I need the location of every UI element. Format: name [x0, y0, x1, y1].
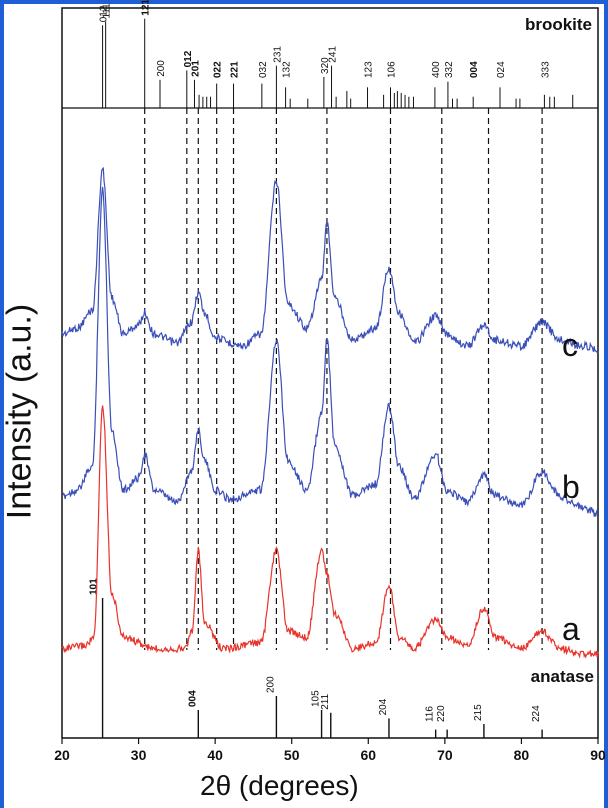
- brookite-hkl-label: 012: [99, 5, 110, 22]
- anatase-hkl-label: 215: [473, 704, 484, 721]
- anatase-hkl-label: 204: [378, 698, 389, 715]
- anatase-hkl-label: 200: [265, 676, 276, 693]
- brookite-label: brookite: [525, 15, 592, 34]
- y-axis-title: Intensity (a.u.): [0, 303, 39, 520]
- anatase-hkl-label: 105: [311, 690, 322, 707]
- x-tick-label: 60: [360, 747, 376, 763]
- brookite-hkl-label: 200: [156, 60, 167, 77]
- curve-label-a: a: [562, 611, 580, 647]
- x-tick-label: 40: [207, 747, 223, 763]
- x-tick-label: 20: [54, 747, 70, 763]
- brookite-hkl-label: 332: [444, 61, 455, 78]
- anatase-hkl-label: 101: [89, 578, 100, 595]
- brookite-hkl-label: 012: [183, 50, 194, 67]
- brookite-hkl-label: 132: [282, 61, 293, 78]
- brookite-hkl-label: 221: [230, 61, 241, 78]
- anatase-hkl-label: 004: [187, 690, 198, 707]
- brookite-hkl-label: 241: [328, 46, 339, 63]
- brookite-hkl-label: 106: [386, 61, 397, 78]
- anatase-hkl-label: 211: [320, 693, 331, 709]
- brookite-hkl-label: 004: [469, 61, 480, 78]
- x-axis-title: 2θ (degrees): [200, 770, 359, 801]
- anatase-hkl-label: 224: [531, 705, 542, 722]
- curve-label-c: c: [562, 327, 578, 363]
- x-tick-label: 50: [284, 747, 300, 763]
- brookite-hkl-label: 024: [496, 61, 507, 78]
- anatase-label: anatase: [531, 667, 594, 686]
- pattern-curve-a: [61, 405, 599, 659]
- x-tick-label: 70: [437, 747, 453, 763]
- brookite-hkl-label: 123: [364, 61, 375, 78]
- brookite-hkl-label: 121: [141, 0, 152, 16]
- brookite-hkl-label: 032: [258, 61, 269, 78]
- brookite-hkl-label: 111: [102, 3, 113, 19]
- brookite-hkl-label: 022: [213, 61, 224, 78]
- x-tick-label: 30: [131, 747, 147, 763]
- plot-frame: [61, 7, 599, 739]
- pattern-curve-c: [61, 166, 599, 354]
- x-tick-label: 90: [590, 747, 606, 763]
- curve-label-b: b: [562, 469, 580, 505]
- pattern-curve-b: [61, 186, 599, 517]
- brookite-hkl-label: 333: [540, 61, 551, 78]
- anatase-hkl-label: 220: [436, 705, 447, 722]
- anatase-hkl-label: 116: [425, 706, 436, 722]
- x-tick-label: 80: [514, 747, 530, 763]
- brookite-hkl-label: 201: [190, 60, 201, 77]
- brookite-hkl-label: 231: [272, 46, 283, 63]
- brookite-hkl-label: 400: [431, 61, 442, 78]
- brookite-hkl-label: 320: [320, 57, 331, 74]
